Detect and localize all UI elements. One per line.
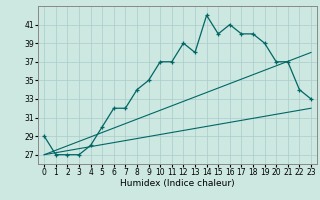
X-axis label: Humidex (Indice chaleur): Humidex (Indice chaleur) [120,179,235,188]
